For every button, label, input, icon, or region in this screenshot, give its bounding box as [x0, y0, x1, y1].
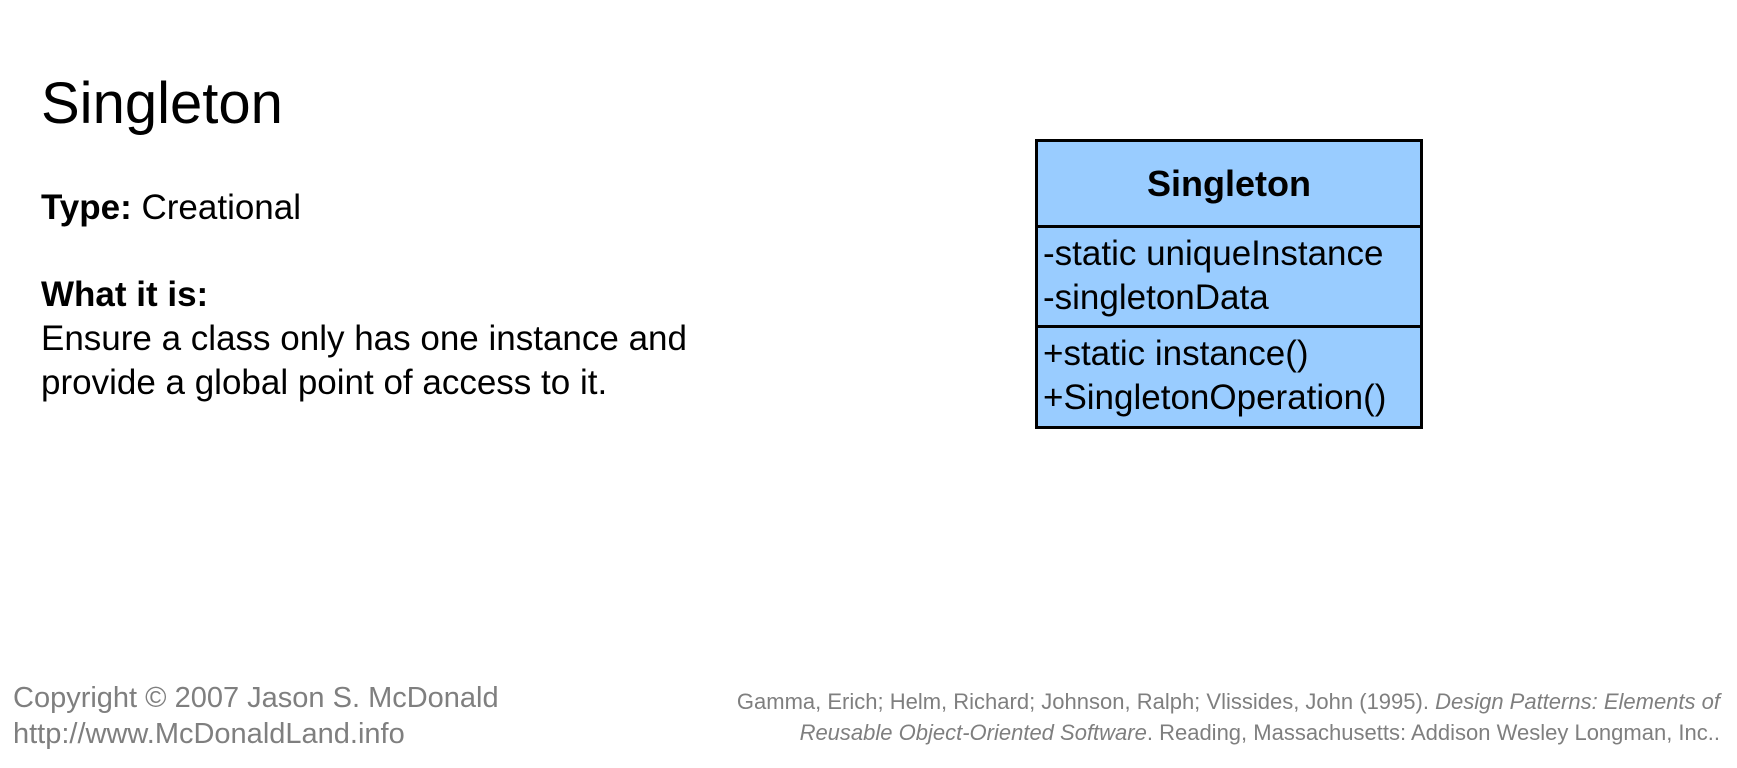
what-it-is-text: Ensure a class only has one instance and…: [41, 319, 687, 402]
citation-line-1: Gamma, Erich; Helm, Richard; Johnson, Ra…: [600, 686, 1720, 717]
citation-authors: Gamma, Erich; Helm, Richard; Johnson, Ra…: [736, 689, 1436, 714]
uml-operation: +static instance(): [1043, 334, 1309, 373]
type-value: Creational: [141, 188, 302, 227]
uml-operations: +static instance() +SingletonOperation(): [1038, 328, 1420, 426]
citation: Gamma, Erich; Helm, Richard; Johnson, Ra…: [600, 686, 1720, 748]
uml-attributes: -static uniqueInstance -singletonData: [1038, 228, 1420, 328]
citation-title-2: Reusable Object-Oriented Software: [799, 720, 1147, 745]
citation-line-2: Reusable Object-Oriented Software. Readi…: [600, 717, 1720, 748]
pattern-type: Type: Creational: [41, 186, 301, 230]
copyright-text: Copyright © 2007 Jason S. McDonald: [13, 682, 499, 714]
uml-attribute: -singletonData: [1043, 278, 1269, 317]
uml-attribute: -static uniqueInstance: [1043, 234, 1384, 273]
copyright-notice: Copyright © 2007 Jason S. McDonald http:…: [13, 680, 499, 752]
type-label: Type:: [41, 188, 132, 227]
website-url: http://www.McDonaldLand.info: [13, 718, 405, 750]
what-it-is-heading: What it is:: [41, 275, 209, 314]
uml-class-box: Singleton -static uniqueInstance -single…: [1035, 139, 1423, 429]
uml-class-name: Singleton: [1038, 142, 1420, 228]
citation-publisher: . Reading, Massachusetts: Addison Wesley…: [1146, 720, 1720, 745]
page-title: Singleton: [41, 71, 283, 136]
citation-title-1: Design Patterns: Elements of: [1435, 689, 1720, 714]
uml-operation: +SingletonOperation(): [1043, 378, 1387, 417]
